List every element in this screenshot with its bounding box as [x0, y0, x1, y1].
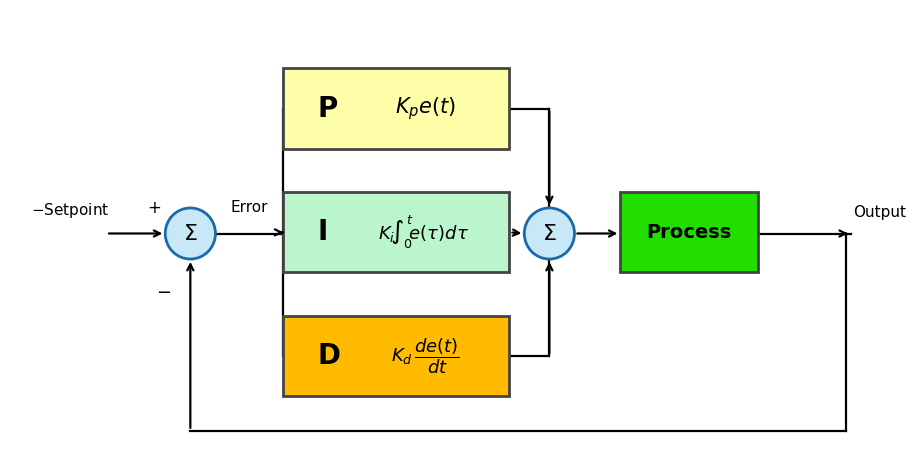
Text: Error: Error	[230, 200, 268, 215]
Text: $\mathbf{D}$: $\mathbf{D}$	[317, 342, 341, 370]
Text: $+$: $+$	[147, 199, 161, 217]
FancyBboxPatch shape	[284, 68, 509, 149]
Text: $-$Setpoint: $-$Setpoint	[31, 201, 109, 220]
Text: $\mathbf{P}$: $\mathbf{P}$	[317, 94, 338, 122]
Text: $-$: $-$	[156, 282, 172, 300]
Text: $K_p e(t)$: $K_p e(t)$	[396, 95, 456, 122]
Text: $K_d\,\dfrac{de(t)}{dt}$: $K_d\,\dfrac{de(t)}{dt}$	[391, 336, 460, 376]
FancyBboxPatch shape	[284, 316, 509, 396]
Ellipse shape	[524, 208, 575, 259]
Text: $K_i\!\int_{0}^{t}\!e(\tau)d\tau$: $K_i\!\int_{0}^{t}\!e(\tau)d\tau$	[378, 214, 469, 251]
Ellipse shape	[165, 208, 216, 259]
FancyBboxPatch shape	[284, 192, 509, 272]
Text: $\Sigma$: $\Sigma$	[183, 224, 197, 243]
Text: $\mathbf{I}$: $\mathbf{I}$	[317, 219, 327, 247]
Text: Output: Output	[854, 205, 906, 220]
Text: Process: Process	[646, 223, 732, 242]
Text: $\Sigma$: $\Sigma$	[543, 224, 556, 243]
FancyBboxPatch shape	[621, 192, 757, 272]
